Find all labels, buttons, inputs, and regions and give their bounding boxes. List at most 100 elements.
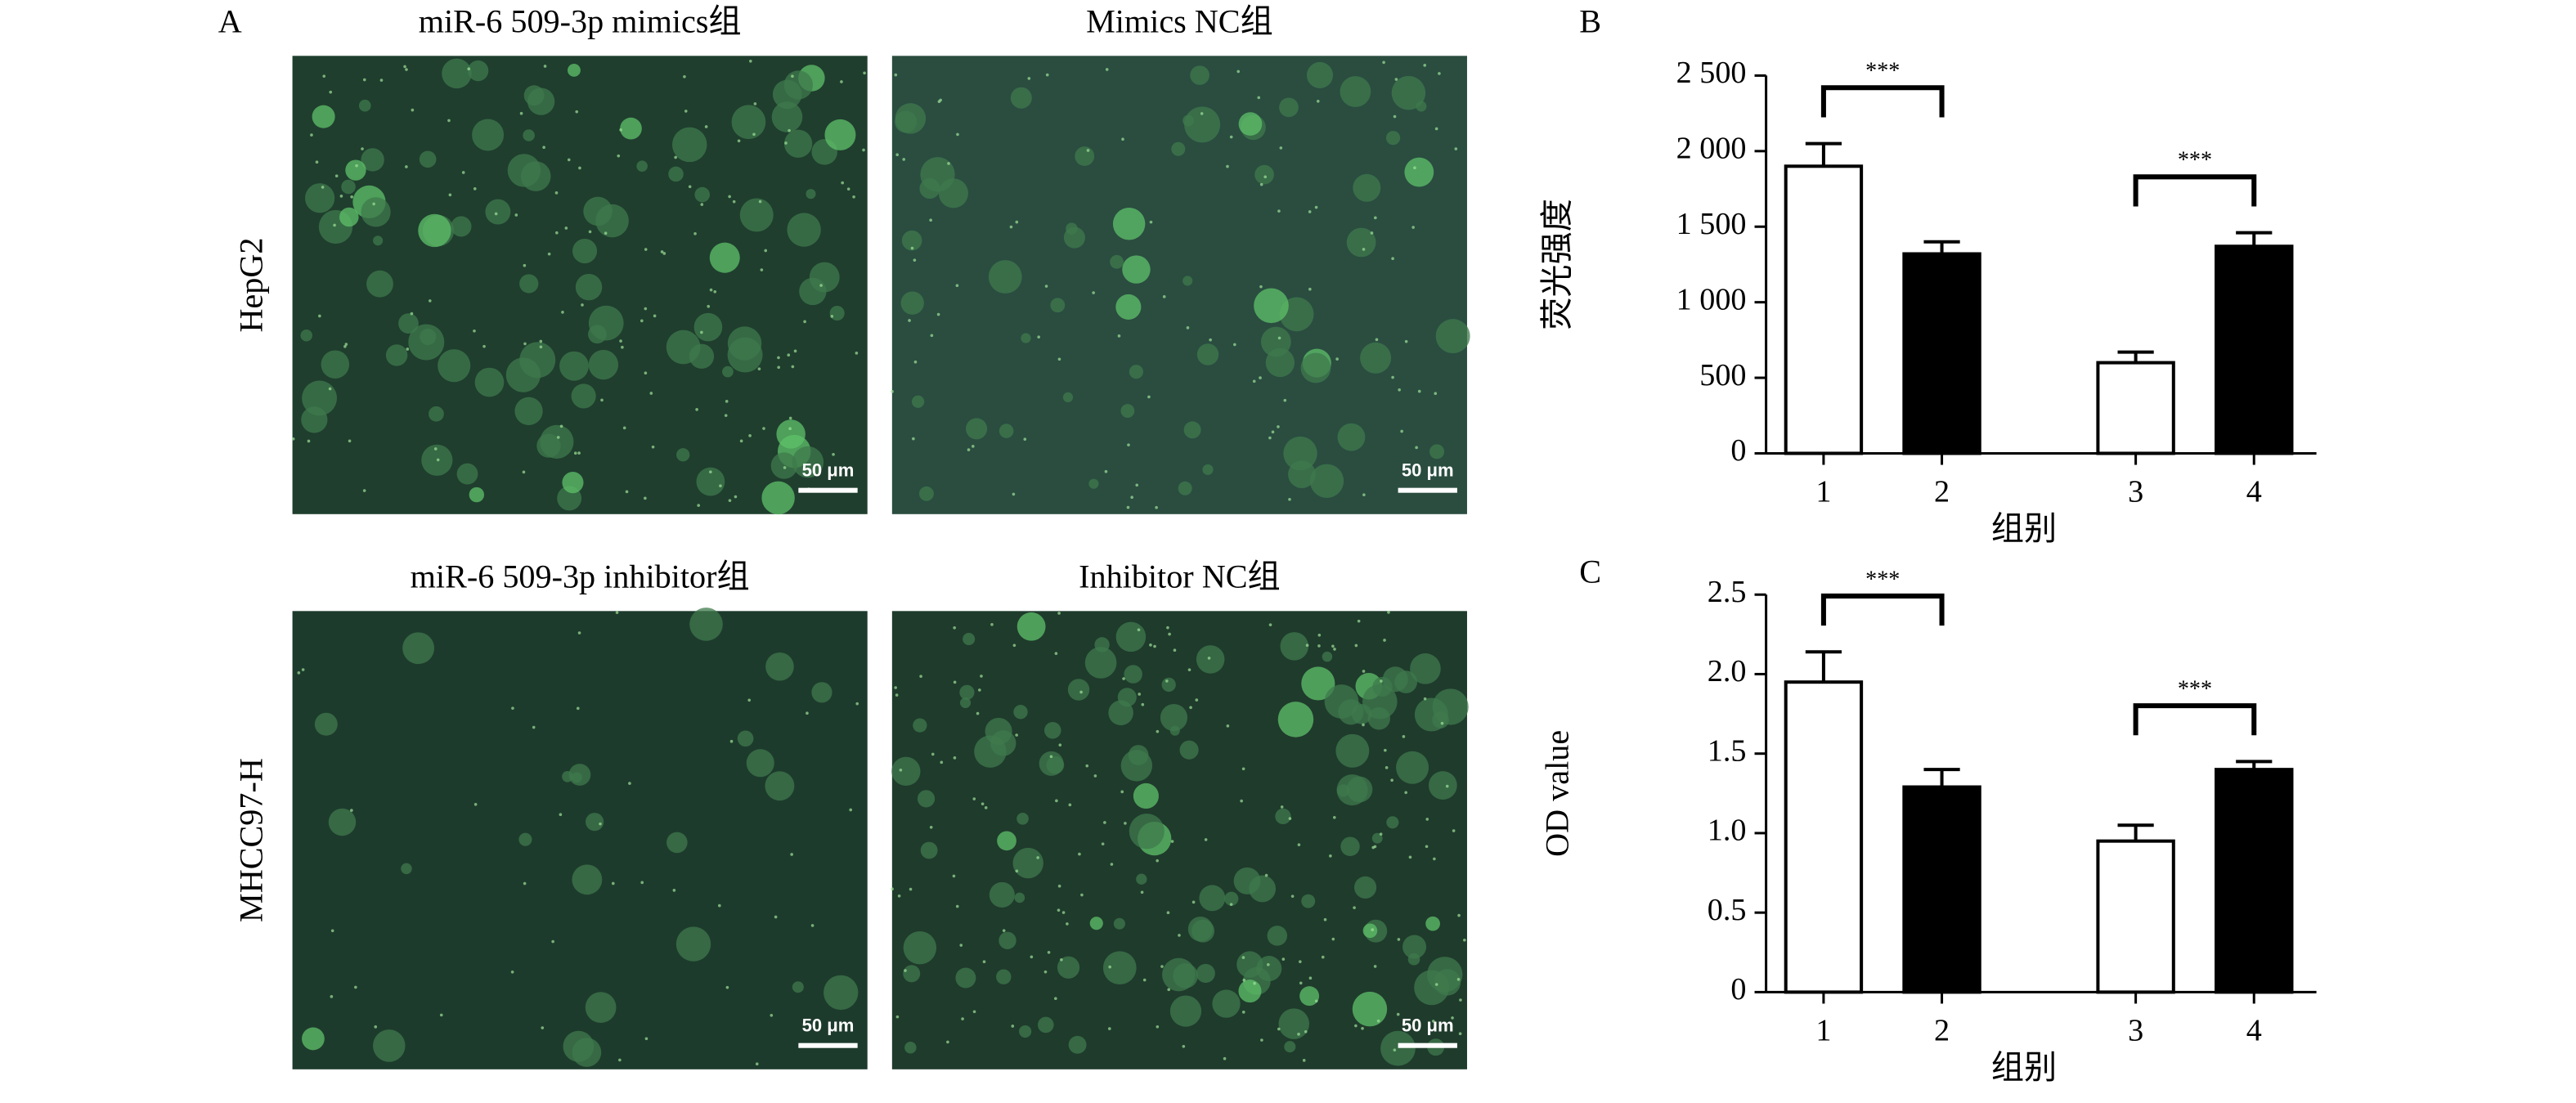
cell (636, 160, 648, 172)
speck (539, 339, 543, 343)
cell (770, 452, 798, 479)
cell (314, 712, 338, 736)
cell (1120, 750, 1153, 782)
cell (1190, 65, 1209, 85)
cell (302, 380, 338, 416)
speck (301, 668, 305, 671)
speck (846, 187, 850, 191)
speck (649, 392, 653, 395)
cell (559, 351, 589, 381)
cell (1160, 704, 1188, 732)
cell (985, 717, 1012, 746)
speck (1078, 852, 1081, 856)
speck (1155, 505, 1158, 509)
cell (959, 697, 972, 709)
cell (668, 166, 684, 182)
speck (1060, 957, 1063, 962)
speck (379, 78, 384, 82)
speck (1379, 832, 1383, 836)
speck (1049, 755, 1053, 759)
speck (1260, 1038, 1263, 1042)
speck (788, 416, 792, 420)
cell (1037, 1016, 1054, 1034)
cell (586, 813, 604, 832)
speck (913, 360, 918, 364)
speck (1241, 956, 1245, 959)
cell (1265, 347, 1295, 378)
speck (910, 246, 914, 250)
cell (824, 119, 856, 150)
speck (1394, 78, 1398, 81)
cell (300, 330, 312, 342)
speck (1396, 1012, 1400, 1016)
cell (1183, 421, 1201, 439)
speck (929, 826, 933, 829)
speck (919, 675, 922, 678)
speck (1257, 96, 1261, 100)
speck (1321, 955, 1325, 959)
speck (1433, 857, 1436, 861)
speck (1415, 446, 1418, 450)
cell (1385, 131, 1401, 146)
cell (903, 965, 921, 983)
speck (1390, 778, 1393, 782)
speck (1149, 643, 1152, 647)
speck (1423, 697, 1427, 701)
speck (1384, 748, 1387, 752)
cell (765, 771, 795, 801)
speck (644, 307, 648, 311)
cell (339, 207, 359, 227)
speck (362, 78, 366, 82)
speck (1374, 216, 1377, 220)
cell (891, 756, 921, 786)
speck (1371, 928, 1375, 931)
cell (895, 110, 918, 133)
cell (1238, 112, 1263, 136)
speck (1431, 1020, 1435, 1023)
speck (559, 424, 563, 428)
speck (619, 128, 622, 132)
speck (1425, 845, 1429, 849)
speck (1142, 978, 1147, 982)
cell (312, 105, 335, 128)
cell (911, 395, 925, 408)
cell (1434, 969, 1461, 996)
cell (341, 179, 356, 195)
cell (563, 1030, 595, 1062)
cell (792, 981, 804, 993)
cell (467, 60, 489, 82)
speck (972, 1010, 976, 1014)
speck (972, 797, 976, 800)
cell (1367, 706, 1390, 730)
cell (1224, 891, 1239, 906)
speck (561, 311, 564, 314)
speck (1252, 379, 1256, 383)
speck (1153, 644, 1156, 648)
speck (1002, 929, 1006, 932)
speck (1043, 970, 1048, 974)
y-tick-label: 1 000 (1676, 282, 1747, 316)
speck (1121, 137, 1124, 141)
cell (1346, 776, 1373, 803)
scale-bar (798, 1042, 858, 1048)
cell (694, 186, 711, 203)
speck (1226, 724, 1230, 728)
speck (947, 162, 950, 165)
cell (1284, 1041, 1296, 1053)
speck (819, 284, 823, 287)
speck (1411, 226, 1415, 229)
cell (1410, 653, 1441, 684)
cell (783, 129, 813, 158)
x-tick-label: 3 (2128, 474, 2143, 509)
panel-label: A (218, 2, 242, 39)
speck (1357, 619, 1361, 623)
speck (322, 74, 326, 78)
speck (791, 365, 795, 369)
speck (622, 426, 626, 430)
speck (697, 504, 700, 507)
cell (1199, 885, 1226, 912)
cell (1062, 392, 1074, 403)
speck (1093, 774, 1097, 778)
y-tick-label: 2 000 (1676, 132, 1747, 166)
cell (1113, 917, 1125, 930)
